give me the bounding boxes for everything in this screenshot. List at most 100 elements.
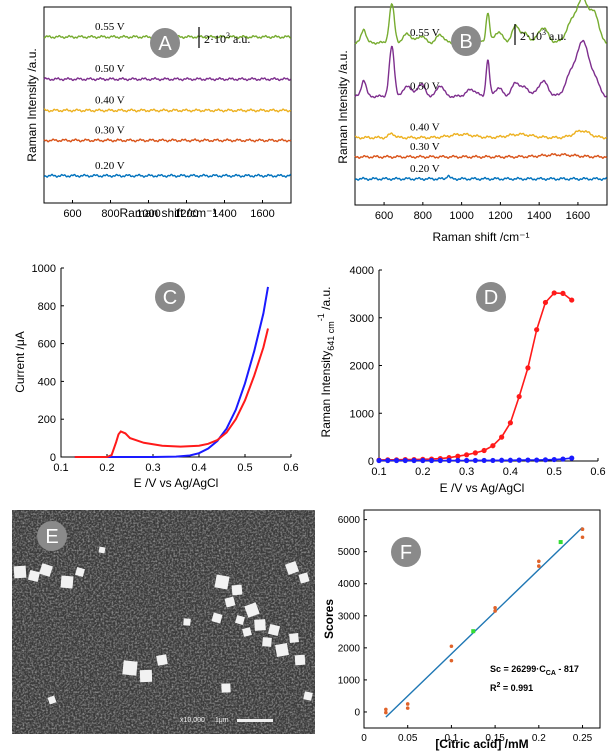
panel-f-calibration-point: [493, 605, 497, 610]
panel-f-y-tick-label: 4000: [338, 579, 361, 590]
panel-d: 0.1 0.2 0.3 0.4 0.5 0.6 0 1000 2000 3000 4000 D E …: [316, 265, 606, 495]
panel-c-x-tick-label: 0.1: [53, 462, 68, 474]
sem-crystal: [27, 569, 41, 583]
panel-a-potential-label: 0.55 V: [95, 21, 125, 33]
panel-f-validation-point: [558, 540, 563, 545]
panel-b-spectrum-line: [354, 39, 607, 99]
panel-d-blue-point: [481, 457, 487, 464]
panel-b-x-tick-label: 1400: [527, 210, 551, 222]
panel-f-calibration-point: [580, 535, 585, 540]
panel-f-y-tick-label: 3000: [338, 611, 361, 622]
panel-b-y-label: Raman Intensity /a.u.: [336, 50, 350, 163]
panel-c: 0.1 0.2 0.3 0.4 0.5 0.6 0 200 400 600 800 1000 C E …: [13, 263, 299, 490]
panel-f-badge-letter: F: [400, 542, 412, 564]
sem-crystal: [224, 596, 236, 608]
sem-crystal: [98, 546, 106, 554]
panel-a-x-tick-label: 1600: [250, 208, 274, 220]
panel-a-x-tick-label: 1200: [174, 208, 198, 220]
sem-crystal: [303, 691, 313, 701]
panel-a-potential-label: 0.20 V: [95, 160, 125, 172]
panel-d-x-tick-label: 0.4: [503, 466, 518, 478]
panel-b-potential-label: 0.40 V: [410, 122, 440, 134]
panel-d-blue-point: [516, 457, 522, 463]
sem-crystal: [122, 660, 138, 676]
panel-d-curves: [376, 290, 575, 464]
panel-d-red-point: [507, 420, 513, 426]
sem-crystal: [235, 615, 245, 625]
panel-f-r-squared: R2 = 0.991: [490, 682, 533, 693]
panel-d-x-tick-label: 0.1: [371, 466, 386, 478]
panel-f-calibration-point: [449, 644, 454, 649]
panel-c-blue-curve: [74, 286, 269, 458]
panel-d-x-tick-label: 0.2: [415, 466, 430, 478]
sem-crystal: [298, 572, 310, 584]
panel-a-spectrum-line: [43, 108, 292, 113]
panel-b-potential-labels: 0.55 V 0.50 V 0.40 V 0.30 V 0.20 V: [410, 27, 440, 175]
panel-f-validation-point: [471, 629, 476, 634]
sem-crystal: [39, 563, 53, 577]
panel-d-blue-point: [507, 457, 513, 463]
panel-a-scale-bar: 2·103 a.u.: [198, 27, 250, 48]
sem-crystal: [284, 560, 300, 576]
panel-f-ticks: 0 0.05 0.1 0.15 0.2 0.25 0 1000 2000 3000 4000 5000…: [338, 515, 593, 744]
panel-f-calibration-point: [405, 706, 410, 710]
panel-d-red-point: [569, 297, 575, 303]
panel-d-red-point: [481, 447, 487, 454]
panel-a-potential-labels: 0.55 V 0.50 V 0.40 V 0.30 V 0.20 V: [95, 21, 125, 172]
panel-f-x-tick-label: 0.15: [485, 733, 505, 744]
panel-d-red-point: [499, 434, 505, 440]
sem-crystal: [75, 567, 85, 577]
panel-d-red-point: [534, 327, 540, 333]
sem-crystal: [244, 602, 260, 618]
panel-f-y-tick-label: 2000: [338, 643, 361, 654]
panel-c-badge: [155, 282, 185, 312]
panel-d-red-point: [516, 393, 522, 400]
panel-c-y-tick-label: 0: [50, 452, 56, 464]
panel-c-x-label: E /V vs Ag/AgCl: [134, 476, 219, 490]
panel-d-blue-point: [499, 457, 505, 463]
sem-scale-bar: x10,000 1μm: [180, 717, 273, 724]
panel-d-y-tick-label: 0: [368, 456, 374, 468]
panel-d-blue-point: [551, 456, 557, 463]
panel-b-badge-letter: B: [459, 31, 472, 53]
sem-crystal: [211, 612, 223, 624]
panel-d-blue-point: [376, 457, 382, 464]
panel-d-y-label: Raman Intensity641 cm-1 /a.u.: [316, 287, 336, 438]
panel-b-spectrum-line: [354, 129, 608, 140]
sem-crystal: [294, 654, 306, 666]
panel-c-badge-letter: C: [163, 287, 177, 309]
panel-b: 600 800 1000 1200 1400 1600 0.55 V 0.50 V 0.40 …: [336, 0, 608, 244]
sem-crystal: [289, 633, 299, 643]
panel-a-axes-box: [43, 6, 292, 204]
panel-c-y-tick-label: 600: [38, 339, 56, 351]
panel-d-blue-point: [542, 457, 549, 463]
panel-f-x-label: [Citric acid] /mM: [435, 737, 528, 751]
panel-c-x-tick-label: 0.6: [283, 462, 298, 474]
panel-d-blue-point: [534, 457, 540, 463]
panel-d-blue-point: [437, 457, 443, 464]
panel-b-x-ticks: 600 800 1000 1200 1400 1600: [375, 202, 590, 222]
panel-d-blue-point: [455, 457, 461, 464]
panel-d-blue-point: [402, 457, 408, 464]
panel-c-y-tick-label: 400: [38, 376, 56, 388]
panel-b-x-tick-label: 800: [414, 210, 432, 222]
sem-crystal: [47, 695, 57, 705]
sem-crystal: [221, 683, 231, 693]
panel-d-red-point: [525, 365, 531, 371]
panel-d-x-tick-label: 0.5: [547, 466, 562, 478]
panel-c-x-tick-label: 0.5: [237, 462, 252, 474]
panel-d-blue-point: [385, 457, 391, 464]
panel-d-red-point: [455, 453, 461, 459]
panel-d-blue-point: [464, 457, 470, 464]
panel-c-y-tick-label: 200: [38, 414, 56, 426]
panel-d-x-tick-label: 0.6: [590, 466, 605, 478]
panel-f-x-tick-label: 0.05: [398, 733, 418, 744]
panel-b-potential-label: 0.20 V: [410, 163, 440, 175]
panel-c-y-label: Current /μA: [13, 331, 27, 393]
panel-f-calibration-point: [493, 609, 497, 613]
panel-b-scale-bar-label: 2·103 a.u.: [520, 28, 566, 43]
panel-d-red-point: [472, 450, 478, 456]
panel-b-spectra: [354, 0, 608, 182]
panel-a-spectrum-line: [43, 76, 291, 82]
